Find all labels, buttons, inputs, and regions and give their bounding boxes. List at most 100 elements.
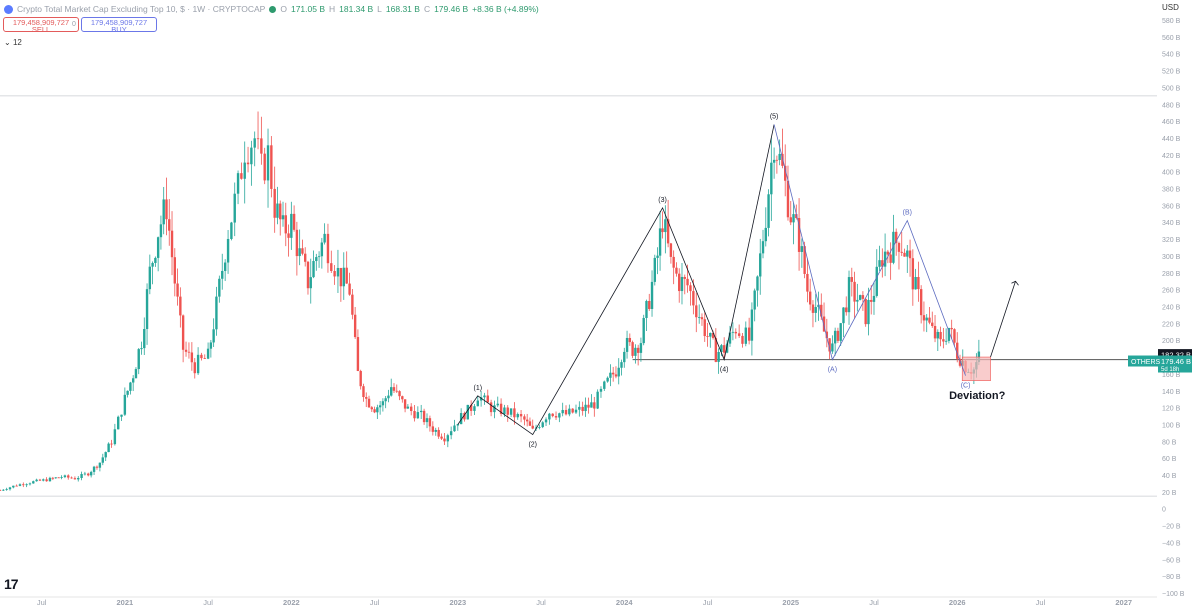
time-axis[interactable]: Jul 2021 Jul 2022 Jul 2023 Jul 2024 Jul 2025 Jul 20… (0, 596, 1157, 607)
candle-body (571, 408, 574, 413)
candle-body (706, 336, 709, 337)
buy-price: 179,458,909,727 (90, 18, 148, 27)
candle-body (714, 338, 718, 362)
candle-body (381, 401, 385, 406)
candle-body (73, 478, 77, 480)
wave-label-blue: (B) (903, 210, 912, 217)
candle-body (639, 343, 643, 353)
wave-annotations[interactable]: (1) (2) (3) (4) (5) (A) (B) (C)Deviation? (457, 113, 1019, 449)
candle-body (159, 224, 163, 238)
price-axis[interactable]: 580 B 560 B 540 B 520 B 500 B 480 B 460 B 440 B… (1157, 0, 1199, 613)
candle-body (919, 289, 923, 316)
candle-body (218, 278, 221, 297)
horizontal-levels[interactable] (0, 95, 1157, 497)
candle-body (603, 381, 606, 389)
wave-label-black: (2) (528, 442, 537, 449)
candle-body (479, 397, 483, 401)
candle-body (273, 188, 276, 218)
y-tick-label: 340 B (1162, 220, 1181, 227)
candle-body (401, 396, 404, 400)
open-label: O (280, 4, 287, 14)
deviation-annotation: Deviation? (949, 390, 1006, 402)
candle-body (170, 230, 174, 258)
candle-body (889, 254, 892, 263)
candle-body (658, 228, 662, 256)
series-name-tag (1128, 355, 1158, 367)
candle-body (661, 228, 664, 233)
candle-body (246, 162, 250, 165)
candle-body (753, 290, 756, 310)
candle-body (330, 263, 333, 271)
candle-body (154, 257, 157, 263)
candle-body (931, 322, 934, 326)
candle-body (692, 291, 695, 306)
tradingview-logo-icon[interactable]: 17 (4, 576, 19, 592)
candle-body (822, 316, 826, 332)
candle-body (92, 466, 96, 472)
candle-body (483, 395, 486, 398)
candle-body (797, 218, 801, 252)
spread-value: 0 (72, 21, 76, 28)
x-tick-label: 2022 (283, 598, 300, 607)
y-tick-label: 580 B (1162, 18, 1181, 25)
y-tick-label: 400 B (1162, 170, 1181, 177)
candle-body (936, 331, 940, 339)
x-tick-label: Jul (536, 598, 546, 607)
indicator-legend[interactable]: ⌄ 12 (4, 38, 22, 47)
candle-body (323, 233, 326, 243)
candle-body (403, 399, 407, 409)
candle-body (165, 199, 168, 220)
candle-body (370, 407, 373, 410)
candle-body (70, 477, 73, 479)
marker-price-tag (1158, 349, 1192, 361)
symbol-title[interactable]: Crypto Total Market Cap Excluding Top 10… (17, 4, 266, 14)
candle-body (744, 327, 748, 344)
candle-body (131, 378, 135, 383)
candle-body (541, 422, 544, 428)
candle-body (5, 489, 8, 491)
candle-body (290, 213, 293, 238)
candle-body (784, 165, 787, 181)
candle-body (642, 317, 645, 344)
y-tick-label: 140 B (1162, 389, 1181, 396)
y-tick-label: 500 B (1162, 85, 1181, 92)
candle-body (279, 203, 282, 220)
buy-button[interactable]: 179,458,909,727 BUY (81, 17, 157, 33)
candle-body (538, 427, 541, 428)
candle-body (256, 138, 260, 140)
candle-body (151, 262, 154, 267)
candle-body (568, 408, 571, 415)
candle-body (342, 267, 345, 287)
candle-body (554, 416, 558, 418)
candle-body (775, 159, 779, 161)
candle-body (173, 257, 176, 284)
candle-body (720, 345, 723, 353)
candle-body (179, 296, 182, 316)
candle-body (587, 404, 590, 408)
candle-body (839, 323, 842, 341)
candle-body (625, 337, 629, 352)
candle-body (728, 332, 732, 344)
candles (0, 111, 981, 492)
candle-body (200, 354, 203, 359)
candle-body (833, 330, 837, 344)
candle-body (717, 352, 720, 362)
y-tick-label: 160 B (1162, 372, 1181, 379)
candle-body (564, 409, 568, 415)
candle-body (392, 387, 396, 391)
x-tick-label: 2023 (449, 598, 466, 607)
candle-body (881, 260, 884, 267)
candle-body (781, 153, 784, 166)
sell-button[interactable]: 179,458,909,727 SELL (3, 17, 79, 33)
candle-body (711, 332, 715, 339)
candle-body (362, 386, 365, 398)
y-tick-label: 540 B (1162, 52, 1181, 59)
candle-body (42, 479, 45, 481)
candle-body (190, 352, 194, 363)
candle-body (187, 351, 191, 353)
candle-body (636, 347, 640, 353)
candle-body (689, 285, 692, 292)
currency-selector[interactable]: USD (1162, 3, 1179, 12)
candle-body (764, 227, 767, 242)
